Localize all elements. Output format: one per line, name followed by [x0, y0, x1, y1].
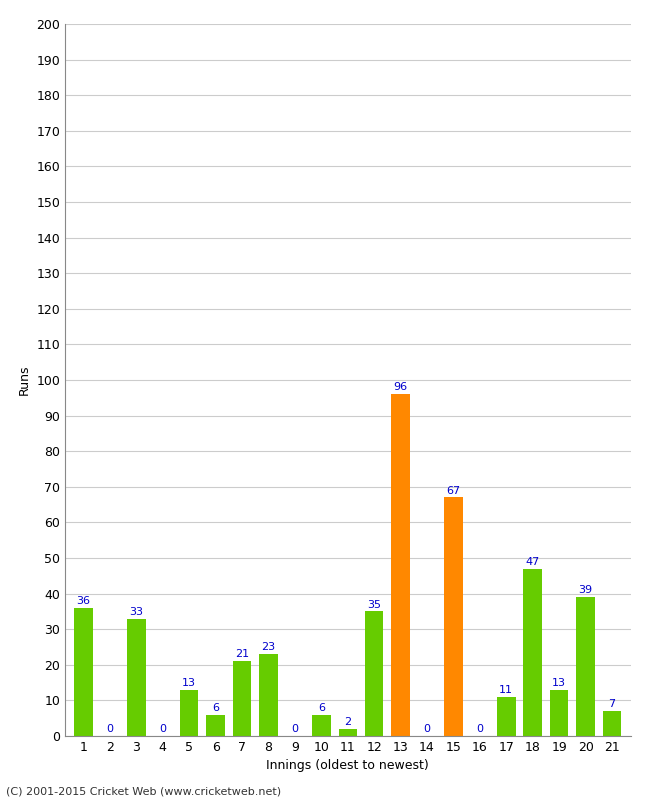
- Text: 0: 0: [291, 724, 298, 734]
- Text: 13: 13: [552, 678, 566, 688]
- Text: 13: 13: [182, 678, 196, 688]
- Bar: [312, 714, 331, 736]
- Bar: [74, 608, 93, 736]
- Text: (C) 2001-2015 Cricket Web (www.cricketweb.net): (C) 2001-2015 Cricket Web (www.cricketwe…: [6, 786, 281, 796]
- Bar: [444, 498, 463, 736]
- Text: 36: 36: [77, 596, 90, 606]
- Bar: [550, 690, 568, 736]
- X-axis label: Innings (oldest to newest): Innings (oldest to newest): [266, 759, 429, 773]
- Bar: [603, 711, 621, 736]
- Bar: [497, 697, 515, 736]
- Text: 0: 0: [424, 724, 430, 734]
- Bar: [127, 618, 146, 736]
- Text: 0: 0: [476, 724, 484, 734]
- Bar: [523, 569, 542, 736]
- Text: 67: 67: [447, 486, 460, 496]
- Bar: [577, 597, 595, 736]
- Bar: [180, 690, 198, 736]
- Y-axis label: Runs: Runs: [18, 365, 31, 395]
- Bar: [259, 654, 278, 736]
- Text: 0: 0: [107, 724, 113, 734]
- Text: 33: 33: [129, 606, 144, 617]
- Text: 47: 47: [526, 557, 540, 567]
- Text: 21: 21: [235, 650, 249, 659]
- Text: 35: 35: [367, 600, 381, 610]
- Text: 39: 39: [578, 586, 593, 595]
- Text: 11: 11: [499, 685, 514, 695]
- Bar: [207, 714, 225, 736]
- Text: 23: 23: [261, 642, 276, 652]
- Bar: [365, 611, 384, 736]
- Text: 2: 2: [344, 717, 351, 727]
- Text: 6: 6: [318, 703, 325, 713]
- Text: 7: 7: [608, 699, 616, 710]
- Text: 96: 96: [393, 382, 408, 393]
- Bar: [339, 729, 357, 736]
- Bar: [391, 394, 410, 736]
- Text: 6: 6: [212, 703, 219, 713]
- Text: 0: 0: [159, 724, 166, 734]
- Bar: [233, 662, 252, 736]
